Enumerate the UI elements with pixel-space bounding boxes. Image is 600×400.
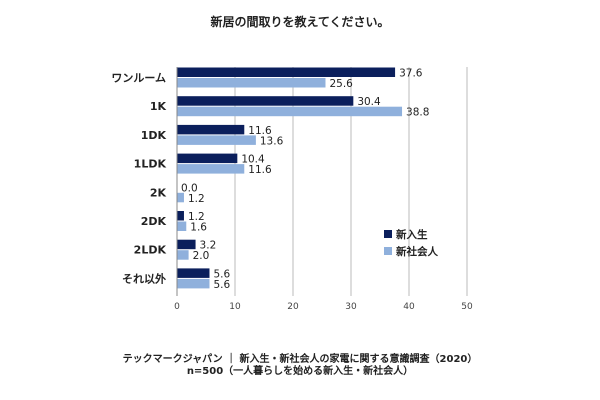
category-label: 1DK	[141, 129, 167, 142]
bar-shakaijin	[177, 250, 189, 260]
bar-shinnyusei	[177, 124, 245, 135]
bar-shakaijin	[177, 78, 326, 88]
bar-shinnyusei	[177, 211, 184, 221]
data-label: 1.2	[188, 211, 205, 223]
bar-shinnyusei	[177, 239, 196, 250]
legend-label: 新入生	[396, 228, 428, 241]
data-label: 38.8	[406, 107, 429, 119]
data-label: 10.4	[241, 154, 265, 166]
data-label: 13.6	[260, 135, 284, 147]
legend-label: 新社会人	[396, 245, 438, 258]
bar-shinnyusei	[177, 153, 238, 164]
data-label: 30.4	[357, 96, 381, 108]
data-label: 5.6	[213, 268, 230, 280]
bar-shakaijin	[177, 278, 210, 289]
x-tick-label: 20	[287, 302, 299, 312]
data-label: 11.6	[248, 164, 272, 176]
data-label: 37.6	[399, 68, 423, 80]
bar-shakaijin	[177, 164, 245, 174]
category-label: 1LDK	[134, 158, 167, 171]
bar-shakaijin	[177, 221, 187, 231]
category-label: 1K	[150, 100, 167, 113]
data-label: 11.6	[248, 125, 272, 137]
bar-shinnyusei	[177, 96, 354, 106]
x-tick-label: 50	[461, 302, 473, 312]
x-tick-label: 0	[174, 302, 180, 312]
category-label: 2LDK	[134, 244, 167, 257]
data-label: 1.2	[188, 193, 205, 205]
bar-shakaijin	[177, 192, 184, 203]
footer-text: テックマークジャパン ｜ 新入生・新社会人の家電に関する意識調査（2020）	[123, 352, 478, 365]
data-label: 1.6	[190, 222, 207, 234]
category-label: 2K	[150, 186, 167, 199]
data-label: 5.6	[213, 279, 230, 291]
legend-swatch	[384, 230, 392, 238]
data-label: 2.0	[193, 250, 210, 262]
bar-shakaijin	[177, 135, 256, 145]
bar-shinnyusei	[177, 268, 210, 278]
footer-text: n=500（一人暮らしを始める新入生・新社会人）	[187, 364, 413, 377]
category-label: 2DK	[141, 215, 167, 228]
x-tick-label: 30	[345, 302, 357, 312]
bar-shakaijin	[177, 106, 403, 117]
bar-shinnyusei	[177, 67, 396, 77]
data-label: 3.2	[200, 240, 217, 252]
category-label: それ以外	[122, 271, 166, 285]
data-label: 25.6	[329, 78, 353, 90]
chart-title: 新居の間取りを教えてください。	[210, 14, 389, 29]
x-tick-label: 10	[229, 302, 241, 312]
x-tick-label: 40	[403, 302, 415, 312]
data-label: 0.0	[181, 182, 198, 194]
category-label: ワンルーム	[111, 72, 166, 85]
legend-swatch	[384, 247, 392, 255]
